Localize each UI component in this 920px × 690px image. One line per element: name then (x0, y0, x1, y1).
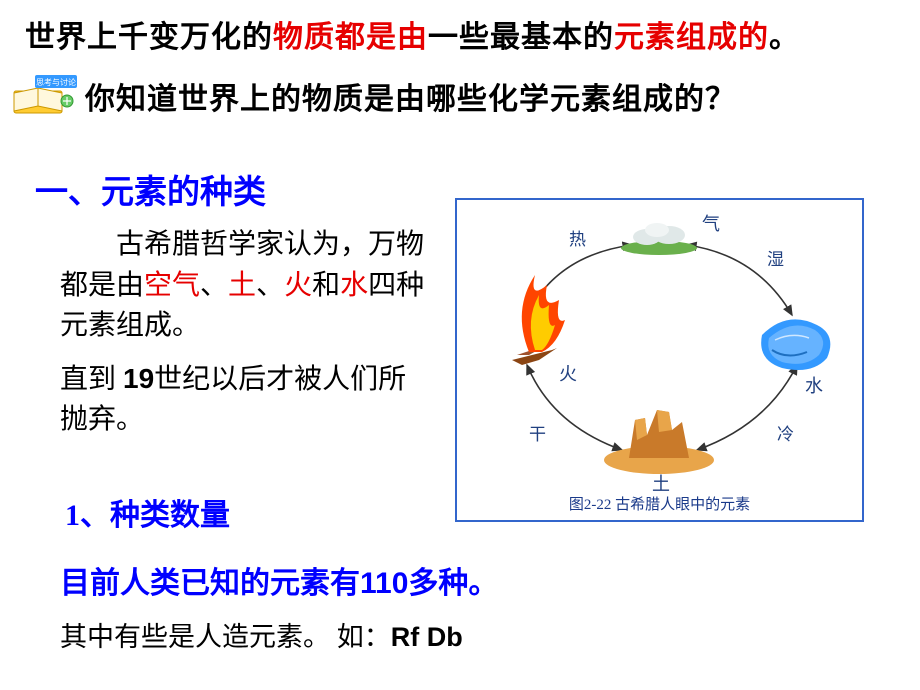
earth-icon (604, 410, 714, 474)
air-icon (621, 223, 697, 255)
figure-caption: 图2-22 古希腊人眼中的元素 (457, 493, 862, 514)
paragraph-1: 古希腊哲学家认为，万物都是由空气、土、火和水四种元素组成。 (60, 225, 430, 347)
kel-b: 多种。 (408, 567, 498, 600)
intro-line: 世界上千变万化的物质都是由一些最基本的元素组成的。 (25, 12, 800, 56)
p1-earth: 土 (228, 270, 256, 301)
discussion-row: 思考与讨论 你知道世界上的物质是由哪些化学元素组成的？ (10, 73, 736, 118)
p1-indent (60, 229, 116, 260)
intro-seg2: 物质都是由 (273, 21, 428, 54)
water-icon (761, 319, 830, 370)
label-fire: 火 (559, 360, 577, 386)
label-air: 气 (702, 210, 720, 236)
greek-elements-figure: 热 湿 干 冷 气 火 水 土 图2-22 古希腊人眼中的元素 (455, 198, 864, 522)
p1-s1: 、 (200, 270, 228, 301)
p1-and: 和 (312, 270, 340, 301)
fire-icon (512, 275, 565, 365)
p1-air: 空气 (144, 270, 200, 301)
kel-num: 110 (360, 567, 408, 600)
intro-seg5: 。 (769, 21, 800, 54)
discussion-text: 你知道世界上的物质是由哪些化学元素组成的？ (85, 74, 736, 118)
intro-seg4: 元素组成的 (614, 21, 769, 54)
label-cold: 冷 (777, 420, 794, 445)
label-wet: 湿 (767, 245, 784, 270)
intro-seg1: 世界上千变万化的 (25, 21, 273, 54)
intro-seg3: 一些最基本的 (428, 21, 614, 54)
paragraph-2: 直到 19世纪以后才被人们所抛弃。 (60, 359, 430, 441)
figure-svg (457, 200, 862, 490)
ael-sym: Rf Db (391, 622, 463, 652)
label-hot: 热 (569, 225, 586, 250)
artificial-elements-line: 其中有些是人造元素。 如：Rf Db (60, 615, 463, 654)
p2-a: 直到 (60, 364, 123, 395)
p1-water: 水 (340, 270, 368, 301)
known-elements-line: 目前人类已知的元素有110多种。 (60, 558, 498, 602)
body-text: 古希腊哲学家认为，万物都是由空气、土、火和水四种元素组成。 直到 19世纪以后才… (60, 225, 430, 453)
section-heading: 一、元素的种类 (35, 165, 266, 213)
p2-num: 19 (123, 363, 154, 394)
svg-text:思考与讨论: 思考与讨论 (36, 77, 76, 87)
ael-a: 其中有些是人造元素。 如： (60, 622, 391, 652)
book-icon: 思考与讨论 (10, 73, 80, 118)
p1-s2: 、 (256, 270, 284, 301)
kel-a: 目前人类已知的元素有 (60, 567, 360, 600)
label-dry: 干 (529, 420, 546, 445)
p1-fire: 火 (284, 270, 312, 301)
label-water: 水 (805, 372, 823, 398)
sub-heading: 1、种类数量 (65, 490, 230, 534)
